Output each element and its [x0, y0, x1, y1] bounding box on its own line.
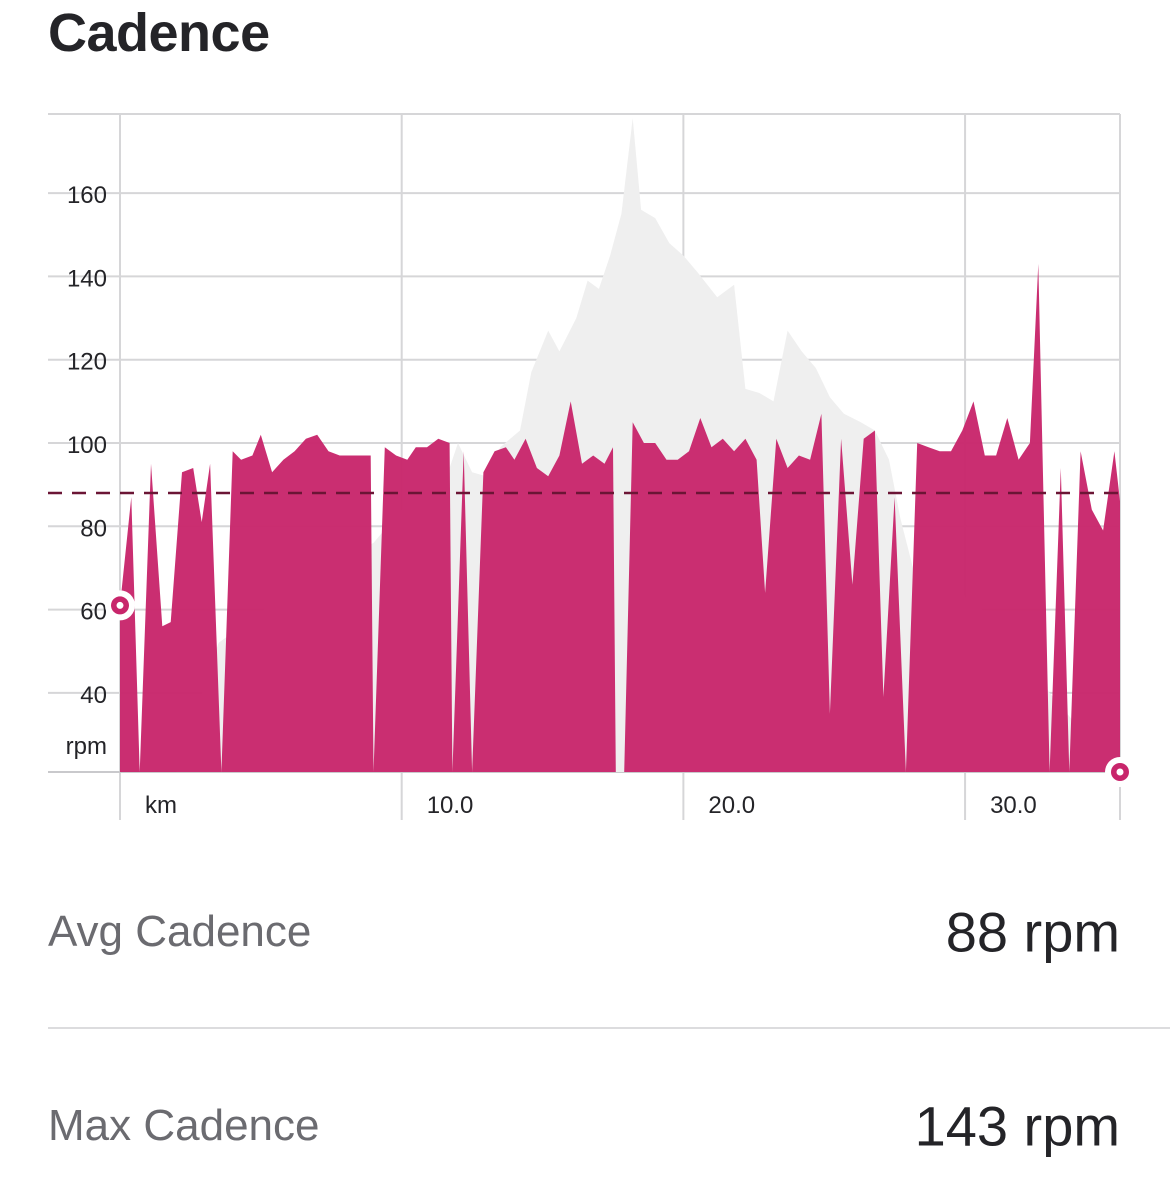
y-tick-label: 120 — [67, 349, 107, 376]
cadence-series — [120, 263, 1120, 772]
handle-center — [116, 601, 124, 609]
y-tick-label: 160 — [67, 182, 107, 209]
avg-cadence-value: 88 rpm — [945, 900, 1120, 964]
y-tick-label: 60 — [80, 599, 107, 626]
handle-center — [1116, 768, 1124, 776]
y-tick-label: 80 — [80, 515, 107, 542]
y-unit-label: rpm — [66, 733, 107, 760]
y-tick-labels: 40 60 80 100 120 140 160 rpm — [66, 182, 107, 760]
max-cadence-row: Max Cadence 143 rpm — [48, 1066, 1170, 1186]
stats-divider — [48, 1027, 1170, 1029]
y-tick-label: 100 — [67, 432, 107, 459]
max-cadence-value: 143 rpm — [914, 1094, 1120, 1158]
x-tick-label: km — [145, 792, 177, 819]
y-tick-label: 40 — [80, 682, 107, 709]
range-start-handle[interactable] — [105, 590, 135, 621]
chart-markers[interactable] — [105, 590, 1135, 787]
x-tick-label: 30.0 — [990, 792, 1037, 819]
cadence-area — [120, 263, 1120, 772]
avg-cadence-label: Avg Cadence — [48, 907, 312, 956]
y-tick-label: 140 — [67, 265, 107, 292]
x-tick-label: 10.0 — [427, 792, 474, 819]
page-title: Cadence — [48, 3, 270, 63]
avg-cadence-row: Avg Cadence 88 rpm — [48, 872, 1170, 992]
x-tick-labels: km 10.0 20.0 30.0 — [145, 792, 1037, 819]
range-end-handle[interactable] — [1105, 757, 1135, 787]
max-cadence-label: Max Cadence — [48, 1101, 320, 1150]
x-tick-label: 20.0 — [708, 792, 755, 819]
cadence-chart[interactable]: 40 60 80 100 120 140 160 rpm km 10.0 20.0 30.0 — [0, 100, 1170, 840]
